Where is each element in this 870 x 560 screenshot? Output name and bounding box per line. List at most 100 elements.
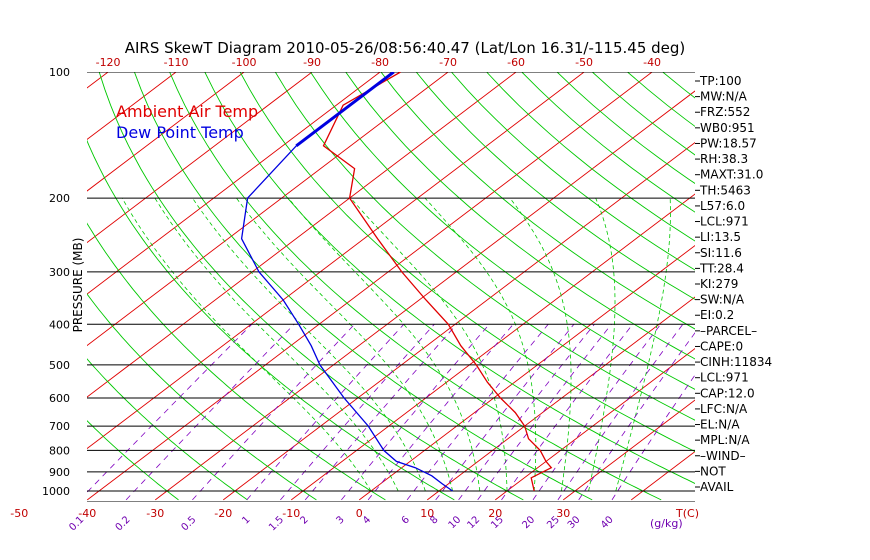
index-label: –WIND– — [700, 449, 746, 463]
index-label: CAPE:0 — [700, 339, 743, 353]
isotherm-line — [87, 72, 653, 501]
isobar-lines — [87, 72, 695, 502]
dry-adiabat-line — [87, 222, 386, 501]
mixing-ratio-label: 40 — [599, 514, 616, 531]
dry-adiabat-line — [345, 72, 695, 360]
moist-adiabat-line — [615, 198, 671, 492]
mixing-ratio-unit-label: (g/kg) — [650, 517, 683, 530]
legend-dew-point-temp: Dew Point Temp — [116, 123, 244, 142]
dry-adiabat-line — [380, 72, 695, 330]
mixing-ratio-line — [280, 324, 435, 501]
bottom-temp-tick-label: 30 — [556, 507, 570, 520]
isotherm-line — [0, 72, 40, 500]
pressure-tick-label: 600 — [49, 392, 70, 405]
temp-unit-label: T(C) — [675, 507, 699, 520]
mixing-ratio-line — [532, 324, 661, 501]
isotherm-line — [87, 72, 449, 347]
mixing-ratio-label: 3 — [334, 514, 346, 526]
index-label: MW:N/A — [700, 90, 748, 104]
top-temp-tick-label: -100 — [232, 56, 257, 69]
ambient-temp-profile — [322, 72, 553, 492]
bottom-temp-tick-label: -20 — [214, 507, 232, 520]
pressure-tick-label: 200 — [49, 192, 70, 205]
index-label: EL:N/A — [700, 418, 740, 432]
top-temp-tick-label: -90 — [303, 56, 321, 69]
bottom-temp-tick-label: 20 — [488, 507, 502, 520]
index-label: KI:279 — [700, 277, 738, 291]
dry-adiabat-line — [415, 72, 695, 300]
pressure-tick-label: 1000 — [42, 485, 70, 498]
mixing-ratio-label: 4 — [361, 514, 373, 526]
top-temp-tick-label: -80 — [371, 56, 389, 69]
mixing-ratio-label: 2 — [298, 514, 310, 526]
index-label: PW:18.57 — [700, 136, 757, 150]
dry-adiabat-line — [239, 72, 695, 453]
bottom-temp-tick-label: -40 — [78, 507, 96, 520]
dry-adiabat-line — [662, 72, 695, 99]
dry-adiabat-line — [274, 72, 695, 421]
mixing-ratio-line — [611, 374, 695, 501]
dry-adiabat-line — [87, 293, 317, 501]
pressure-tick-labels: 100 200 300 400 500 600 700 800 900 1000 — [42, 66, 70, 498]
pressure-tick-label: 100 — [49, 66, 70, 79]
mixing-ratio-line — [458, 324, 595, 501]
index-label: EI:0.2 — [700, 308, 734, 322]
bottom-temp-tick-label: -10 — [282, 507, 300, 520]
mixing-ratio-line — [557, 324, 684, 501]
isotherm-line — [155, 90, 695, 501]
dry-adiabat-line — [451, 72, 695, 271]
index-label: WB0:951 — [700, 121, 755, 135]
dew-point-top-segment — [295, 72, 395, 147]
pressure-tick-label: 900 — [49, 466, 70, 479]
dry-adiabat-line — [169, 72, 662, 501]
bottom-temp-tick-label: 0 — [356, 507, 363, 520]
index-label: LCL:971 — [700, 371, 749, 385]
mixing-ratio-line — [341, 324, 490, 501]
isotherm-line — [87, 72, 585, 450]
pressure-tick-label: 400 — [49, 318, 70, 331]
sounding-profiles — [240, 72, 553, 492]
pressure-tick-label: 800 — [49, 444, 70, 457]
mixing-ratio-label: 20 — [520, 514, 537, 531]
isotherm-line — [767, 72, 870, 500]
index-label: CAP:12.0 — [700, 386, 755, 400]
mixing-ratio-line — [192, 324, 355, 501]
top-temp-tick-labels: -120 -110 -100 -90 -80 -70 -60 -50 -40 — [96, 56, 661, 69]
moist-adiabat-line — [121, 197, 372, 492]
mixing-ratio-line — [367, 324, 514, 501]
index-label: L57:6.0 — [700, 199, 745, 213]
top-temp-tick-label: -50 — [575, 56, 593, 69]
legend: Ambient Air Temp Dew Point Temp — [116, 102, 258, 142]
y-axis-label: PRESSURE (MB) — [71, 238, 85, 333]
top-temp-tick-label: -60 — [507, 56, 525, 69]
isotherm-line — [87, 72, 381, 295]
index-label: MAXT:31.0 — [700, 168, 763, 182]
mixing-ratio-label: 1 — [240, 514, 252, 526]
moist-adiabat-line — [588, 197, 616, 492]
bottom-temp-tick-label: -30 — [146, 507, 164, 520]
legend-ambient-air-temp: Ambient Air Temp — [116, 102, 258, 121]
index-label: TH:5463 — [699, 183, 751, 197]
moist-adiabat-line — [288, 197, 481, 492]
mixing-ratio-line — [125, 324, 295, 501]
index-label: RH:38.3 — [700, 152, 748, 166]
dry-adiabat-line — [310, 72, 695, 390]
top-temp-tick-label: -120 — [96, 56, 121, 69]
mixing-ratio-line — [477, 324, 612, 501]
bottom-temp-tick-label: 10 — [420, 507, 434, 520]
dry-adiabat-line — [486, 72, 695, 242]
mixing-ratio-label: 12 — [465, 514, 482, 531]
mixing-ratio-line — [406, 324, 549, 501]
isotherm-line — [87, 72, 245, 192]
mixing-ratio-label: 0.2 — [114, 514, 133, 533]
dry-adiabat-line — [87, 139, 455, 501]
mixing-ratio-line — [304, 324, 457, 501]
mixing-ratio-line — [501, 324, 633, 501]
isotherm-line — [87, 72, 313, 244]
mixing-ratio-line — [246, 324, 405, 501]
top-temp-tick-label: -70 — [439, 56, 457, 69]
dew-point-profile — [240, 72, 453, 492]
index-label: AVAIL — [700, 480, 734, 494]
mixing-ratio-line — [87, 324, 253, 493]
